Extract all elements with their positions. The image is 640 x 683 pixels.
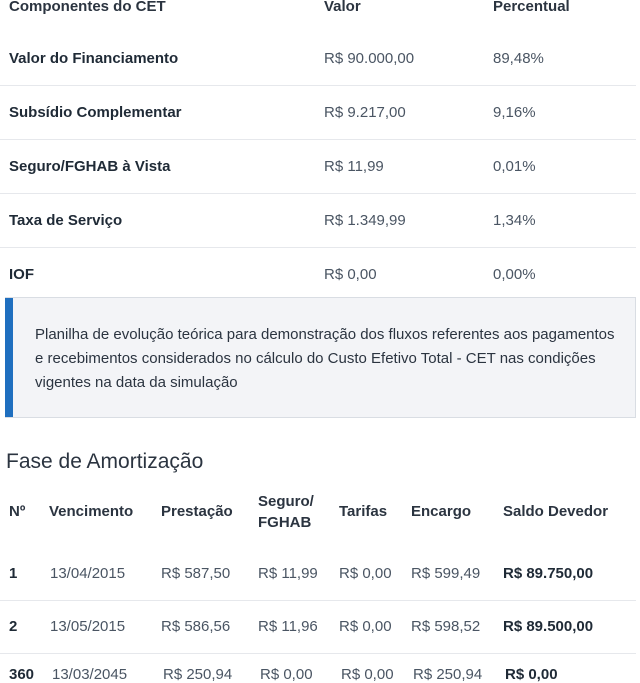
info-text: Planilha de evolução teórica para demons…	[35, 326, 615, 391]
row-charge: R$ 250,94	[413, 666, 483, 683]
row-fees: R$ 0,00	[341, 666, 394, 683]
header-balance: Saldo Devedor	[503, 503, 609, 520]
row-insurance: R$ 11,99	[258, 565, 318, 582]
component-percent: 0,01%	[493, 158, 536, 175]
row-charge: R$ 598,52	[411, 618, 481, 635]
row-divider	[0, 653, 636, 654]
info-callout: Planilha de evolução teórica para demons…	[5, 297, 636, 418]
header-due-date: Vencimento	[49, 503, 134, 520]
row-payment: R$ 250,94	[163, 666, 233, 683]
header-fees: Tarifas	[339, 503, 388, 520]
component-name: Valor do Financiamento	[9, 50, 179, 67]
section-title: Fase de Amortização	[6, 450, 204, 473]
row-balance: R$ 0,00	[505, 666, 558, 683]
header-insurance-line2: FGHAB	[258, 514, 312, 531]
header-insurance-line1: Seguro/	[258, 493, 314, 510]
component-value: R$ 11,99	[324, 158, 384, 175]
header-component: Componentes do CET	[9, 0, 166, 15]
component-value: R$ 1.349,99	[324, 212, 406, 229]
row-insurance: R$ 11,96	[258, 618, 318, 635]
row-due-date: 13/03/2045	[52, 666, 128, 683]
row-insurance: R$ 0,00	[260, 666, 313, 683]
header-percent: Percentual	[493, 0, 570, 15]
component-percent: 89,48%	[493, 50, 544, 67]
row-due-date: 13/04/2015	[50, 565, 126, 582]
row-payment: R$ 587,50	[161, 565, 231, 582]
component-name: Seguro/FGHAB à Vista	[9, 158, 171, 175]
header-number: Nº	[9, 503, 26, 520]
table-row: Valor do Financiamento R$ 90.000,00 89,4…	[0, 32, 636, 86]
row-charge: R$ 599,49	[411, 565, 481, 582]
table-row: IOF R$ 0,00 0,00%	[0, 248, 636, 301]
component-percent: 0,00%	[493, 266, 536, 283]
row-payment: R$ 586,56	[161, 618, 231, 635]
table-row: Subsídio Complementar R$ 9.217,00 9,16%	[0, 86, 636, 140]
row-balance: R$ 89.500,00	[503, 618, 594, 635]
cet-components-table: Componentes do CET Valor Percentual Valo…	[0, 0, 636, 301]
component-percent: 1,34%	[493, 212, 536, 229]
table-row: Seguro/FGHAB à Vista R$ 11,99 0,01%	[0, 140, 636, 194]
row-number: 2	[9, 618, 18, 635]
component-name: Subsídio Complementar	[9, 104, 182, 121]
info-accent-bar	[5, 298, 13, 417]
header-charge: Encargo	[411, 503, 472, 520]
table-row: Taxa de Serviço R$ 1.349,99 1,34%	[0, 194, 636, 248]
header-payment: Prestação	[161, 503, 233, 520]
component-percent: 9,16%	[493, 104, 536, 121]
cet-table-header: Componentes do CET Valor Percentual	[0, 0, 636, 32]
header-value: Valor	[324, 0, 361, 15]
row-number: 1	[9, 565, 18, 582]
component-name: Taxa de Serviço	[9, 212, 123, 229]
row-fees: R$ 0,00	[339, 565, 392, 582]
row-number: 360	[9, 666, 35, 683]
component-value: R$ 9.217,00	[324, 104, 406, 121]
component-value: R$ 90.000,00	[324, 50, 415, 67]
row-divider	[0, 600, 636, 601]
row-fees: R$ 0,00	[339, 618, 392, 635]
component-name: IOF	[9, 266, 34, 283]
component-value: R$ 0,00	[324, 266, 377, 283]
row-balance: R$ 89.750,00	[503, 565, 594, 582]
row-due-date: 13/05/2015	[50, 618, 126, 635]
